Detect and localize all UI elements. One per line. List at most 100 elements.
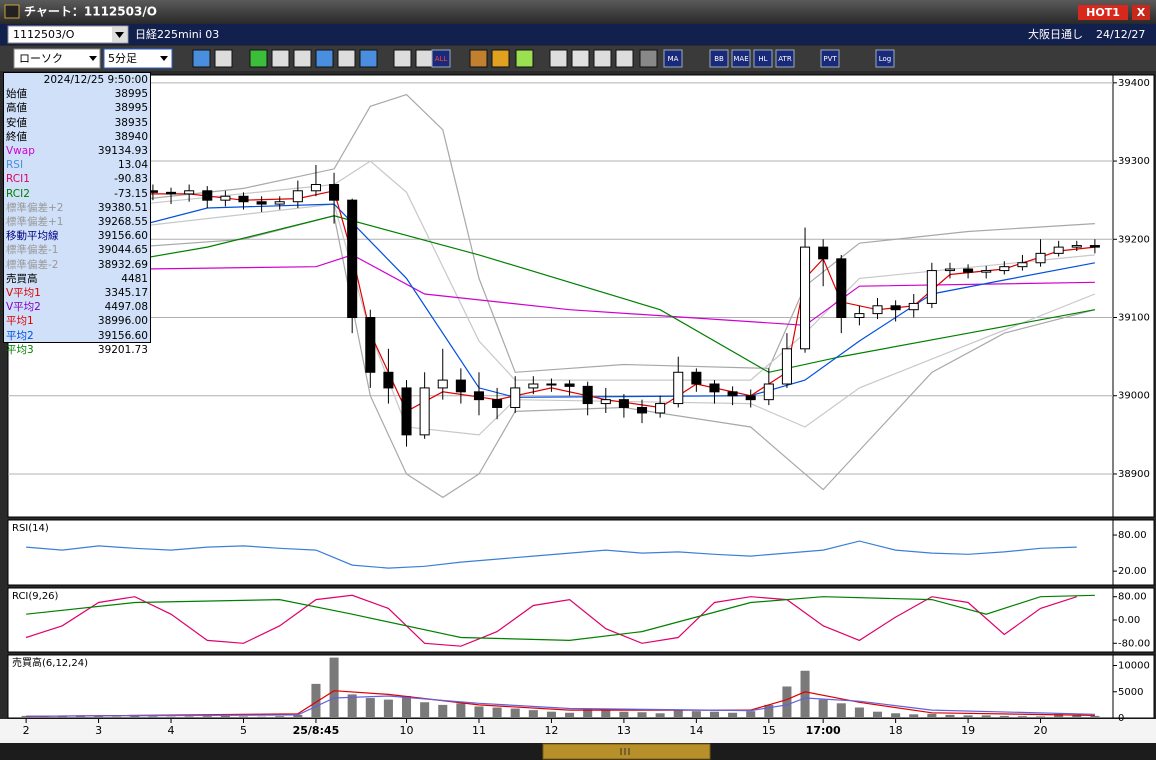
info-label: 安値 <box>6 116 27 129</box>
toolbar-icon[interactable] <box>593 49 612 68</box>
candle-body <box>419 387 430 436</box>
toolbar-button[interactable] <box>431 49 451 68</box>
scroll-thumb[interactable] <box>542 743 711 760</box>
toolbar-button[interactable] <box>709 49 729 68</box>
info-value: 39156.60 <box>97 230 148 243</box>
x-tick-label: 25/8:45 <box>293 724 340 737</box>
y-tick-label: 38900 <box>1118 469 1150 480</box>
info-value: 39044.65 <box>97 244 148 257</box>
candle-body <box>329 184 340 201</box>
toolbar-icon[interactable] <box>615 49 634 68</box>
y-tick-label: 80.00 <box>1118 592 1147 603</box>
candle-body <box>310 184 321 192</box>
toolbar-icon[interactable] <box>337 49 356 68</box>
volume-bar <box>293 714 303 718</box>
volume-bar <box>420 702 430 718</box>
chart-type-select[interactable] <box>13 48 101 69</box>
toolbar-icon[interactable] <box>639 49 658 68</box>
info-row: V平均2 4497.08 <box>6 300 148 314</box>
candle-body <box>564 383 575 387</box>
symbol[interactable]: 1112503/O <box>13 28 75 41</box>
candle-body <box>528 383 539 389</box>
close-label[interactable]: X <box>1137 6 1146 19</box>
interval[interactable]: 5分足 <box>108 52 137 65</box>
volume-bar <box>637 712 647 718</box>
volume-bar <box>166 716 176 718</box>
dropdown-arrow <box>115 32 124 38</box>
toolbar-icon[interactable] <box>469 49 488 68</box>
session: 大阪日通し <box>1028 27 1083 41</box>
candle-body <box>546 383 557 386</box>
volume-bar <box>800 670 810 718</box>
volume-bar <box>94 716 104 718</box>
hot-button[interactable] <box>1078 5 1128 20</box>
info-row: 標準偏差-1 39044.65 <box>6 243 148 257</box>
y-axis-area <box>1112 74 1155 518</box>
candle-body <box>365 317 376 373</box>
toolbar-button[interactable] <box>731 49 751 68</box>
toolbar-button-label[interactable]: MA <box>668 55 679 63</box>
x-tick-label: 5 <box>240 724 247 737</box>
x-tick-label: 18 <box>889 724 903 737</box>
toolbar-icon[interactable] <box>192 49 211 68</box>
volume-bar <box>909 714 919 718</box>
chart-type[interactable]: ローソク <box>19 52 63 65</box>
candle-body <box>347 199 358 319</box>
volume-bar <box>1036 716 1046 718</box>
y-tick-label: -80.00 <box>1118 638 1150 649</box>
volume-bar <box>655 713 665 718</box>
candle-body <box>238 195 249 203</box>
toolbar-button[interactable] <box>663 49 683 68</box>
info-label: RCI1 <box>6 173 30 186</box>
toolbar-icon[interactable] <box>271 49 290 68</box>
toolbar-button[interactable] <box>820 49 840 68</box>
toolbar-button-label[interactable]: ATR <box>778 55 792 63</box>
interval-select[interactable] <box>103 48 173 69</box>
toolbar-button[interactable] <box>775 49 795 68</box>
info-row: 始値 38995 <box>6 87 148 101</box>
candle-body <box>636 406 648 414</box>
volume-bar <box>275 716 285 718</box>
toolbar-icon[interactable] <box>571 49 590 68</box>
info-value: 4497.08 <box>104 301 148 314</box>
toolbar-icon[interactable] <box>415 49 434 68</box>
toolbar-button-label[interactable]: BB <box>714 55 724 63</box>
toolbar-button-label[interactable]: PVT <box>823 55 837 63</box>
candle-body <box>618 399 629 408</box>
close-button[interactable] <box>1132 5 1150 20</box>
candle-body <box>981 270 992 273</box>
info-label: RSI <box>6 159 24 172</box>
y-tick-label: 0 <box>1118 713 1124 724</box>
info-datetime: 2024/12/25 9:50:00 <box>43 74 148 86</box>
toolbar-icon[interactable] <box>515 49 534 68</box>
toolbar-button-label[interactable]: MAE <box>733 55 748 63</box>
toolbar-icon[interactable] <box>549 49 568 68</box>
toolbar-icon[interactable] <box>293 49 312 68</box>
toolbar-icon[interactable] <box>214 49 233 68</box>
candle-body <box>582 385 593 405</box>
toolbar-button[interactable] <box>875 49 895 68</box>
toolbar-icon[interactable] <box>249 49 268 68</box>
info-label: 移動平均線 <box>6 230 59 243</box>
toolbar-icon[interactable] <box>491 49 510 68</box>
toolbar-button-label[interactable]: ALL <box>435 55 448 63</box>
app-icon <box>4 4 20 19</box>
info-label: 標準偏差+1 <box>6 216 64 229</box>
toolbar-icon[interactable] <box>359 49 378 68</box>
symbol-field[interactable] <box>7 25 129 44</box>
toolbar-button-label[interactable]: Log <box>879 55 892 63</box>
candle-body <box>455 379 466 393</box>
volume-bar <box>583 708 593 718</box>
toolbar-button[interactable] <box>753 49 773 68</box>
candle-body <box>1053 246 1064 254</box>
toolbar-icon[interactable] <box>315 49 334 68</box>
candle-body <box>437 379 448 389</box>
toolbar-icon[interactable] <box>393 49 412 68</box>
y-tick-label: 80.00 <box>1118 530 1147 541</box>
volume-bar <box>836 703 846 718</box>
toolbar-button-label[interactable]: HL <box>758 55 767 63</box>
info-value: 38932.69 <box>97 258 148 271</box>
hot-button-label[interactable]: HOT1 <box>1086 6 1120 19</box>
candle-body <box>890 305 901 311</box>
candle-body <box>220 195 231 201</box>
